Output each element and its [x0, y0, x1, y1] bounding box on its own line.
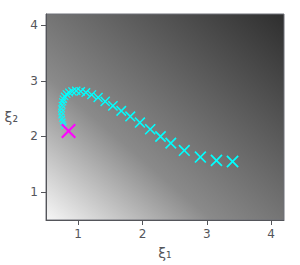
- svg-text:3: 3: [203, 227, 211, 241]
- svg-text:4: 4: [30, 18, 38, 32]
- svg-text:ξ₂: ξ₂: [5, 109, 18, 125]
- svg-text:1: 1: [30, 185, 38, 199]
- svg-text:2: 2: [139, 227, 147, 241]
- svg-text:4: 4: [267, 227, 275, 241]
- svg-text:2: 2: [30, 129, 38, 143]
- svg-text:1: 1: [74, 227, 82, 241]
- svg-text:3: 3: [30, 74, 38, 88]
- svg-text:ξ₁: ξ₁: [158, 245, 171, 261]
